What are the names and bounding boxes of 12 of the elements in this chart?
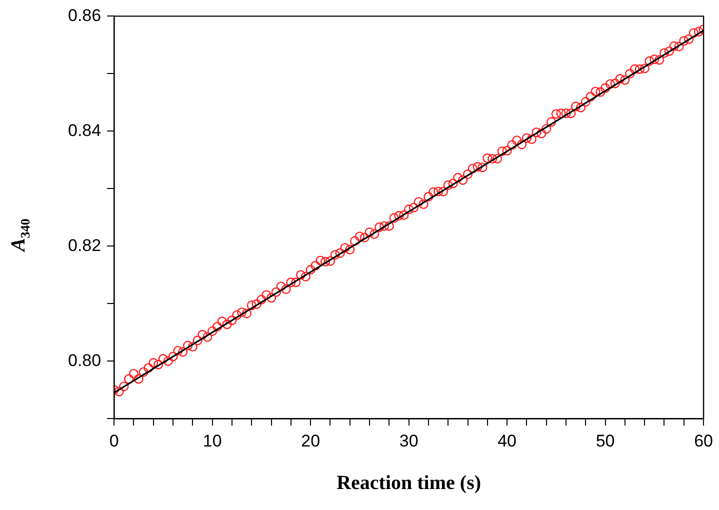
x-tick-label: 0 <box>109 431 119 450</box>
x-tick-label: 50 <box>596 431 615 450</box>
y-tick-label: 0.80 <box>68 350 102 370</box>
x-tick-label: 10 <box>202 431 222 450</box>
x-tick-label: 60 <box>694 431 714 450</box>
x-tick-label: 20 <box>301 431 320 450</box>
x-tick-label: 40 <box>498 431 517 450</box>
x-axis-title: Reaction time (s) <box>336 472 482 494</box>
y-tick-label: 0.84 <box>68 120 102 140</box>
y-tick-label: 0.82 <box>68 236 102 255</box>
y-tick-label: 0.86 <box>68 6 102 25</box>
x-tick-label: 30 <box>399 431 418 450</box>
